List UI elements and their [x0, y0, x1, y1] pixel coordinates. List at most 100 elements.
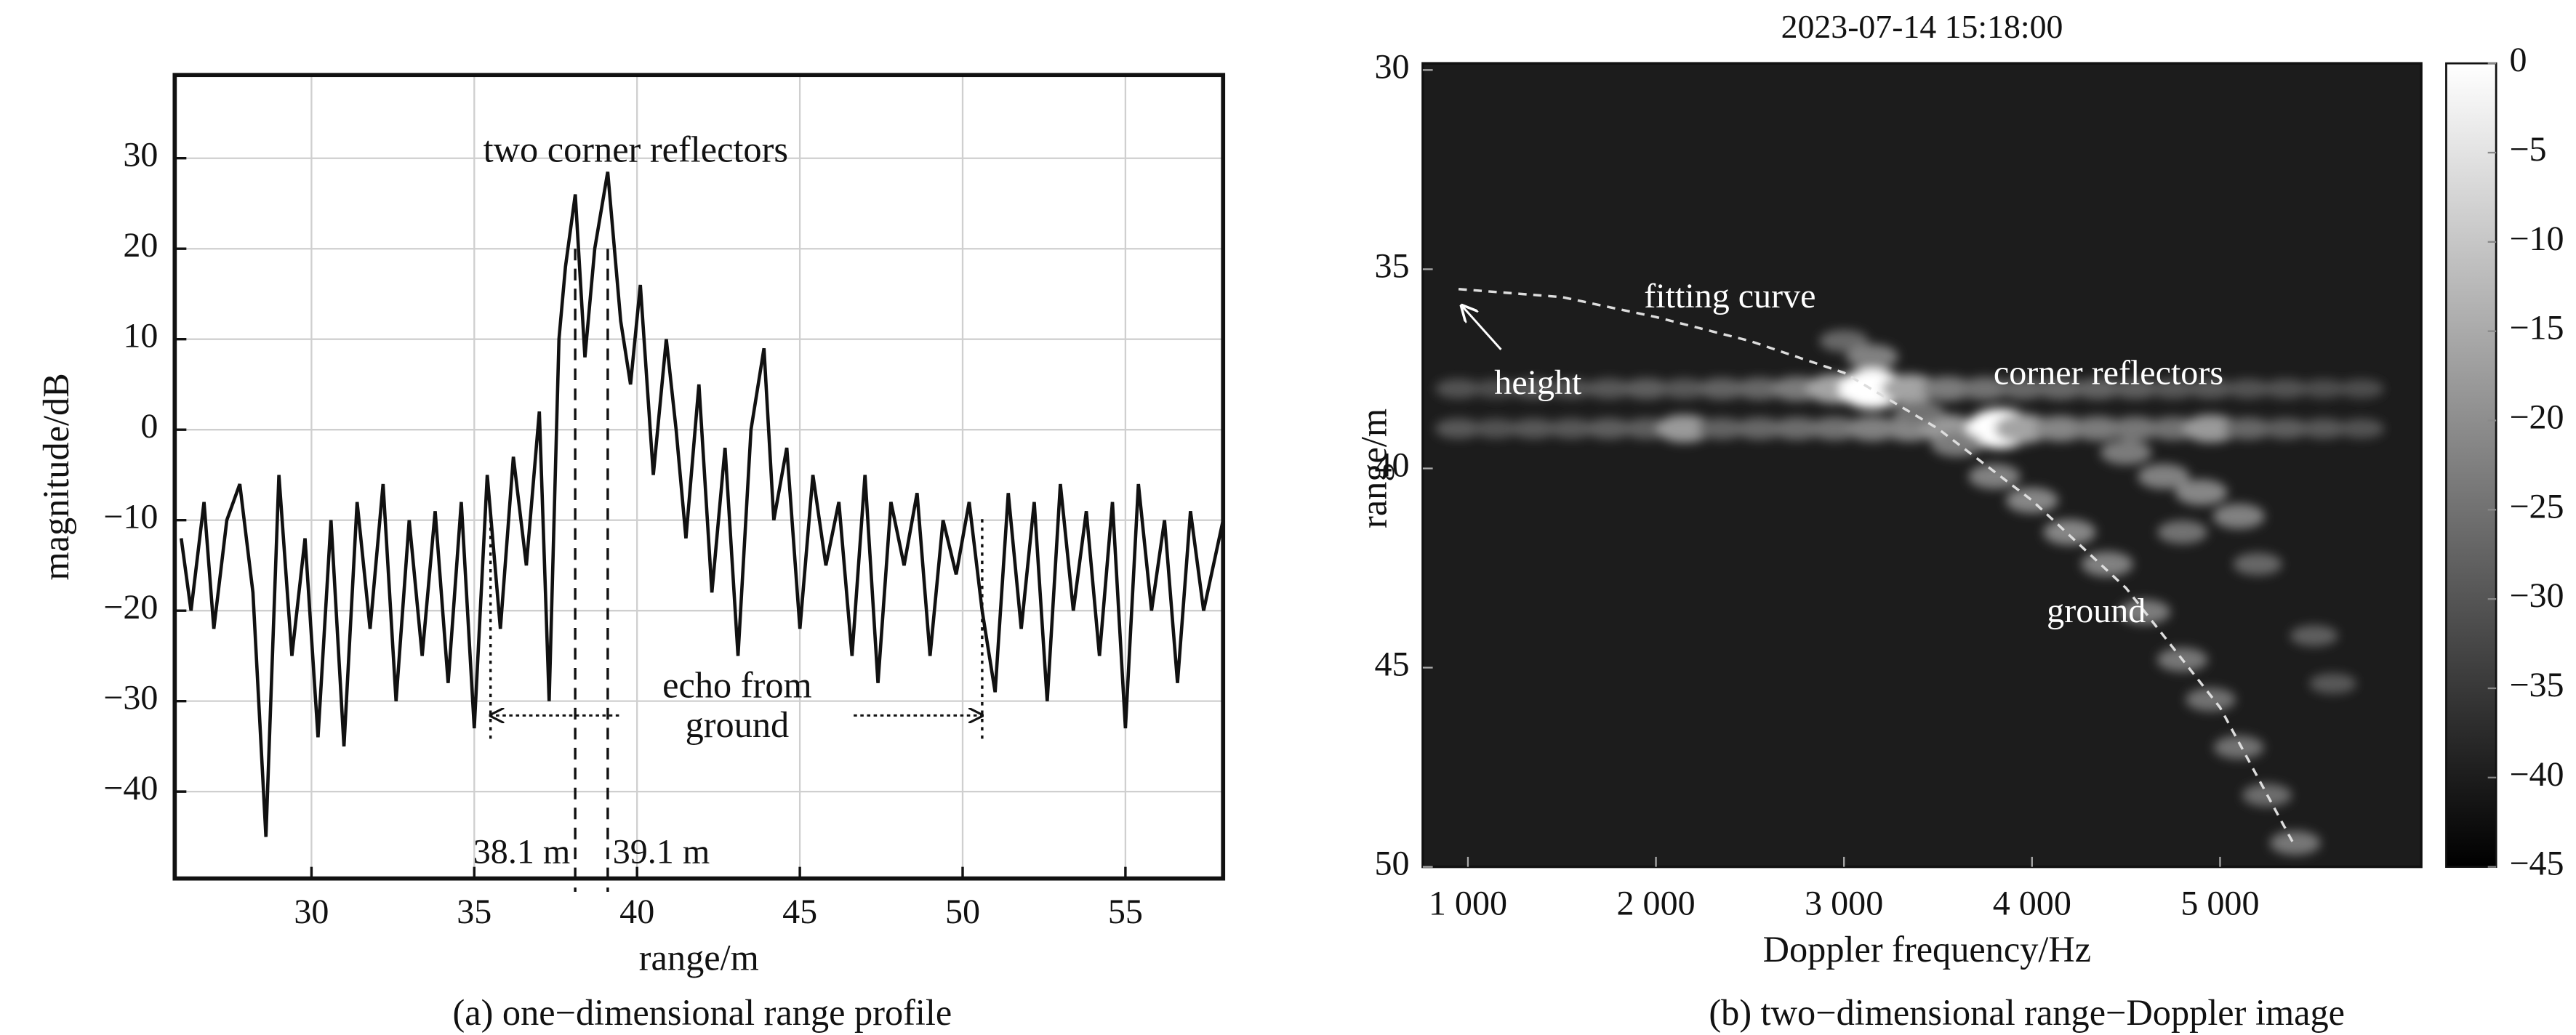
heatmap-cell	[1622, 418, 1671, 440]
y-tick-label: −10	[103, 498, 158, 536]
heatmap-cell	[2309, 673, 2356, 694]
y-tick-label: 30	[123, 136, 158, 174]
annotation: fitting curve	[1644, 277, 1815, 315]
x-tick-label: 5 000	[2180, 885, 2259, 923]
heatmap-cell	[1846, 344, 1898, 370]
heatmap-cell	[2175, 479, 2228, 506]
heatmap-cell	[1882, 374, 1938, 403]
colorbar-tick-label: −45	[2509, 845, 2564, 883]
x-tick-label: 55	[1108, 893, 1143, 931]
y-tick-label: −20	[103, 588, 158, 627]
heatmap-cell	[2262, 418, 2310, 440]
heatmap-cell	[1809, 416, 1860, 440]
annotation: height	[1494, 363, 1582, 402]
heatmap-cell	[2233, 552, 2282, 576]
heatmap-background	[1422, 63, 2422, 867]
heatmap-cell	[2225, 379, 2272, 399]
colorbar	[2445, 62, 2497, 869]
x-tick-label: 30	[294, 893, 329, 931]
colorbar-tick-label: −10	[2509, 220, 2564, 258]
heatmap-cell	[2183, 414, 2239, 443]
heatmap-cell	[1472, 419, 1520, 439]
annotation: echo from	[662, 664, 811, 705]
heatmap-cell	[1998, 377, 2047, 400]
colorbar-tick-label: −25	[2509, 487, 2564, 525]
y-tick-label: 45	[1375, 645, 1410, 684]
chart-title: 2023-07-14 15:18:00	[1781, 8, 2063, 45]
plot-frame	[172, 73, 1226, 881]
heatmap-cell	[1697, 417, 1746, 440]
heatmap-cell	[2338, 419, 2385, 439]
colorbar-tick-label: −30	[2509, 576, 2564, 615]
colorbar-tick-label: −20	[2509, 398, 2564, 437]
heatmap-cell	[2213, 736, 2264, 760]
plot-frame	[1421, 62, 2423, 869]
marker-label: 38.1 m	[473, 833, 570, 871]
heatmap-cell	[2186, 688, 2236, 712]
x-tick-label: 3 000	[1805, 885, 1883, 923]
annotation: ground	[2047, 592, 2146, 630]
heatmap-cell	[1661, 378, 1708, 399]
colorbar-tick-label: −40	[2509, 755, 2564, 794]
heatmap-cell	[1547, 418, 1595, 439]
x-tick-label: 40	[619, 893, 654, 931]
heatmap-cell	[1994, 414, 2051, 443]
heatmap-cell	[1510, 418, 1557, 439]
heatmap-cell	[1435, 418, 1482, 439]
heatmap-cell	[1735, 377, 1784, 400]
heatmap-cell	[1894, 400, 1945, 424]
heatmap-cell	[2212, 503, 2265, 529]
heatmap-cell	[1735, 417, 1784, 440]
x-tick-label: 50	[945, 893, 980, 931]
heatmap-cell	[2148, 416, 2199, 440]
x-tick-label: 2 000	[1617, 885, 1696, 923]
heatmap-cell	[2187, 378, 2234, 399]
heatmap-cell	[1697, 377, 1746, 400]
heatmap-cell	[2157, 520, 2208, 544]
heatmap-cell	[1585, 418, 1633, 440]
heatmap-cell	[2138, 464, 2190, 489]
heatmap-cell	[2034, 415, 2087, 442]
annotation: corner reflectors	[1994, 353, 2223, 392]
heatmap-cell	[2081, 551, 2133, 577]
y-tick-label: 40	[1375, 446, 1410, 485]
heatmap-cell	[1772, 417, 1822, 440]
heatmap-cell	[1819, 329, 1869, 353]
colorbar-tick-label: −15	[2509, 309, 2564, 347]
heatmap-cell	[2263, 379, 2309, 399]
heatmap-cell	[1435, 379, 1482, 399]
marker-label: 39.1 m	[613, 833, 710, 871]
annotation: two corner reflectors	[483, 129, 788, 169]
colorbar-tick-label: −35	[2509, 666, 2564, 704]
heatmap-cell	[2110, 416, 2161, 441]
height-arrow	[1462, 306, 1502, 350]
heatmap-cell	[2223, 417, 2273, 440]
y-tick-label: 20	[123, 226, 158, 265]
fitting-curve	[1458, 288, 2297, 847]
heatmap-cell	[1968, 464, 2021, 489]
y-axis-label: range/m	[1354, 408, 1395, 528]
heatmap-cell	[1622, 378, 1671, 400]
x-tick-label: 1 000	[1429, 885, 1507, 923]
colorbar-tick-label: −5	[2509, 130, 2546, 169]
x-axis-label: Doppler frequency/Hz	[1763, 929, 2092, 970]
heatmap-cell	[1959, 376, 2010, 400]
heatmap-cell	[1846, 416, 1898, 441]
heatmap-cell	[1656, 414, 1712, 443]
heatmap-cell	[2005, 487, 2058, 514]
y-tick-label: 0	[140, 407, 158, 446]
heatmap-cell	[1473, 379, 1520, 399]
y-tick-label: −30	[103, 679, 158, 717]
y-tick-label: 30	[1375, 47, 1410, 86]
heatmap-cell	[2270, 831, 2321, 855]
heatmap-spots	[1435, 329, 2385, 855]
heatmap-cell	[2043, 519, 2096, 545]
heatmap-cell	[2111, 378, 2159, 400]
y-tick-label: −40	[103, 769, 158, 808]
heatmap-cell	[2149, 378, 2197, 399]
annotation: ground	[686, 704, 790, 745]
heatmap-cell	[2074, 377, 2122, 400]
heatmap-cell	[1585, 378, 1633, 399]
heatmap-cell	[2338, 379, 2384, 399]
